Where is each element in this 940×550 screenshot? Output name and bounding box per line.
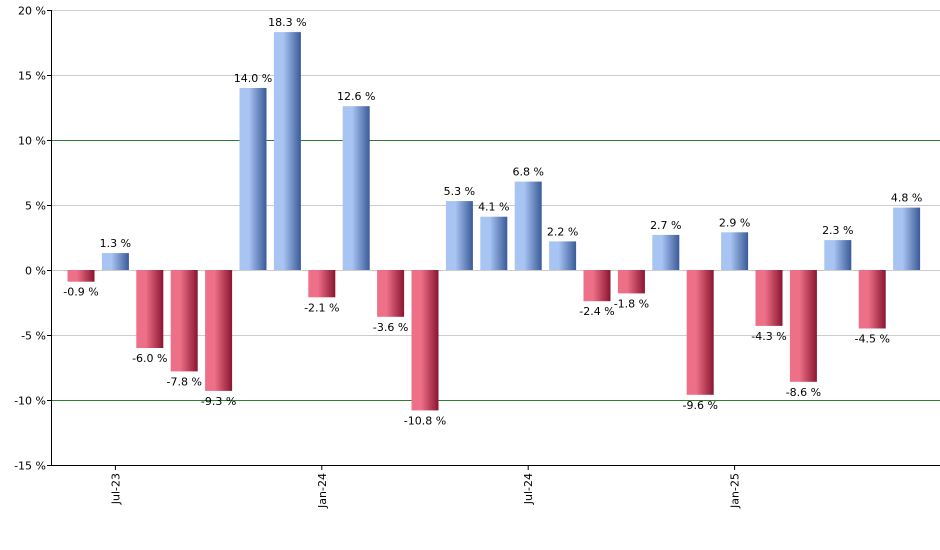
bar [858, 270, 886, 329]
data-label: -4.5 % [854, 333, 889, 346]
data-label: -2.1 % [304, 301, 339, 314]
bar [824, 240, 852, 270]
y-tick-label: -15 % [14, 460, 46, 473]
data-label: -2.4 % [579, 305, 614, 318]
bar [755, 270, 783, 326]
bar [686, 270, 714, 395]
y-tick-label: 5 % [25, 200, 46, 213]
data-label: 18.3 % [268, 16, 306, 29]
bar [67, 270, 95, 282]
bar [136, 270, 164, 348]
bar [239, 88, 267, 270]
data-label: -3.6 % [373, 321, 408, 334]
data-label: 12.6 % [337, 90, 375, 103]
axes [51, 10, 940, 470]
y-tick-label: -10 % [14, 395, 46, 408]
data-label: 2.2 % [547, 225, 578, 238]
x-tick-label: Jan-25 [729, 473, 742, 509]
bar [480, 216, 508, 270]
y-tick-label: 15 % [18, 70, 46, 83]
data-label: 4.1 % [478, 201, 509, 214]
data-label: 4.8 % [891, 192, 922, 205]
data-label: -0.9 % [63, 286, 98, 299]
bar [273, 32, 301, 270]
data-labels: -0.9 % 1.3 % -6.0 % -7.8 %-9.3 % 14.0 % 18.3 … [63, 16, 922, 427]
bar [445, 201, 473, 270]
bar [101, 253, 129, 270]
bar [789, 270, 817, 382]
data-label: -9.6 % [682, 399, 717, 412]
y-axis-tick-labels: 20 % 15 % 10 % 5 % 0 % -5 % -10 % -15 % [14, 5, 46, 473]
bar [342, 106, 370, 270]
data-label: -6.0 % [132, 352, 167, 365]
data-label: 5.3 % [444, 185, 475, 198]
data-label: -10.8 % [404, 414, 446, 427]
x-tick-label: Jul-24 [522, 473, 535, 505]
bar [377, 270, 405, 317]
data-label: 2.3 % [822, 224, 853, 237]
bar [549, 241, 577, 270]
bar [411, 270, 439, 411]
bar [308, 270, 336, 298]
bar [893, 207, 921, 270]
data-label: -4.3 % [751, 330, 786, 343]
bars [67, 32, 921, 411]
data-label: 1.3 % [100, 237, 131, 250]
data-label: 14.0 % [234, 72, 272, 85]
data-label: -1.8 % [614, 297, 649, 310]
bar [652, 234, 680, 270]
bar [721, 232, 749, 270]
data-label: 6.8 % [512, 166, 543, 179]
x-tick-label: Jul-23 [109, 473, 122, 505]
bar [617, 270, 645, 294]
y-tick-label: -5 % [21, 330, 46, 343]
data-label: 2.7 % [650, 219, 681, 232]
y-tick-label: 20 % [18, 5, 46, 18]
data-label: 2.9 % [719, 216, 750, 229]
x-tick-label: Jan-24 [316, 473, 329, 509]
bar [583, 270, 611, 302]
data-label: -9.3 % [201, 395, 236, 408]
bar [514, 181, 542, 270]
x-axis-tick-labels: Jul-23 Jan-24 Jul-24 Jan-25 [109, 473, 741, 509]
y-tick-label: 0 % [25, 265, 46, 278]
bar [170, 270, 198, 372]
y-tick-label: 10 % [18, 135, 46, 148]
data-label: -7.8 % [166, 375, 201, 388]
bar [205, 270, 233, 391]
data-label: -8.6 % [786, 386, 821, 399]
